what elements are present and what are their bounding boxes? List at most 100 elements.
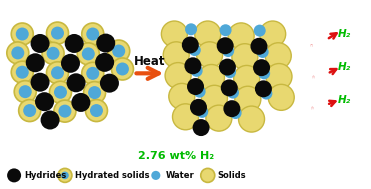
Circle shape (65, 34, 84, 53)
Circle shape (19, 100, 41, 122)
Circle shape (58, 168, 72, 182)
Circle shape (46, 62, 69, 84)
Circle shape (46, 22, 69, 44)
Circle shape (49, 81, 72, 103)
Circle shape (223, 100, 240, 117)
Circle shape (46, 47, 60, 60)
Text: 2.76 wt% H₂: 2.76 wt% H₂ (138, 151, 214, 161)
Circle shape (35, 92, 54, 111)
Circle shape (30, 34, 50, 53)
Circle shape (163, 42, 189, 68)
Circle shape (201, 168, 215, 182)
Text: Water: Water (166, 171, 194, 180)
Circle shape (54, 100, 76, 122)
Circle shape (82, 47, 95, 60)
Circle shape (224, 66, 236, 78)
Circle shape (196, 106, 208, 118)
Circle shape (100, 74, 119, 93)
Circle shape (82, 23, 104, 45)
Text: H₂: H₂ (338, 62, 351, 72)
Circle shape (217, 37, 234, 54)
Circle shape (11, 23, 33, 45)
Circle shape (195, 21, 221, 47)
Circle shape (260, 21, 286, 47)
Text: Heat: Heat (134, 55, 165, 68)
Circle shape (265, 43, 291, 69)
Circle shape (235, 86, 261, 112)
Circle shape (54, 86, 67, 99)
Circle shape (221, 79, 238, 96)
Circle shape (194, 86, 206, 98)
Circle shape (169, 83, 195, 109)
Circle shape (190, 99, 207, 116)
Text: Solids: Solids (218, 171, 246, 180)
Circle shape (90, 104, 103, 117)
Circle shape (11, 46, 24, 59)
Circle shape (198, 64, 224, 91)
Circle shape (266, 64, 292, 90)
Text: H₂: H₂ (338, 95, 351, 105)
Circle shape (253, 59, 270, 76)
Circle shape (227, 87, 239, 99)
Circle shape (19, 85, 32, 98)
Circle shape (185, 23, 197, 35)
Circle shape (26, 53, 45, 72)
Circle shape (108, 40, 130, 62)
Circle shape (71, 93, 91, 112)
Circle shape (58, 105, 72, 118)
Circle shape (51, 27, 64, 40)
Circle shape (86, 67, 99, 80)
Circle shape (23, 104, 36, 117)
Circle shape (161, 21, 187, 47)
Circle shape (14, 81, 36, 103)
Circle shape (7, 42, 29, 64)
Circle shape (220, 24, 232, 36)
Circle shape (61, 172, 69, 179)
Circle shape (40, 111, 60, 129)
Circle shape (184, 57, 201, 74)
Circle shape (255, 80, 272, 97)
Circle shape (111, 58, 134, 80)
Circle shape (95, 53, 114, 72)
Circle shape (173, 104, 198, 130)
Circle shape (86, 28, 99, 40)
Circle shape (112, 45, 125, 57)
Circle shape (51, 66, 64, 79)
Circle shape (254, 25, 266, 37)
Circle shape (258, 67, 270, 79)
Circle shape (96, 34, 115, 53)
Circle shape (77, 43, 99, 65)
Circle shape (82, 62, 104, 84)
Circle shape (182, 36, 199, 53)
Circle shape (85, 100, 108, 122)
Circle shape (257, 46, 269, 58)
Circle shape (16, 66, 29, 79)
Circle shape (187, 78, 204, 95)
Circle shape (193, 119, 210, 136)
Circle shape (228, 23, 254, 49)
Circle shape (222, 45, 234, 57)
Circle shape (239, 106, 265, 132)
Circle shape (232, 44, 258, 70)
Circle shape (42, 42, 64, 64)
Circle shape (66, 73, 86, 92)
Circle shape (30, 73, 50, 92)
Circle shape (234, 65, 260, 91)
Circle shape (7, 168, 21, 182)
Circle shape (260, 88, 272, 100)
Circle shape (11, 61, 33, 83)
Circle shape (61, 54, 80, 73)
Circle shape (197, 42, 223, 68)
Text: Hydrated solids: Hydrated solids (75, 171, 150, 180)
Circle shape (250, 38, 267, 55)
Text: Hydrides: Hydrides (24, 171, 66, 180)
Circle shape (189, 44, 201, 56)
Circle shape (206, 105, 232, 131)
Circle shape (88, 86, 101, 99)
Circle shape (151, 171, 160, 180)
Circle shape (191, 65, 203, 77)
Circle shape (219, 59, 236, 76)
Circle shape (16, 28, 29, 40)
Circle shape (116, 63, 129, 75)
Circle shape (230, 107, 242, 119)
